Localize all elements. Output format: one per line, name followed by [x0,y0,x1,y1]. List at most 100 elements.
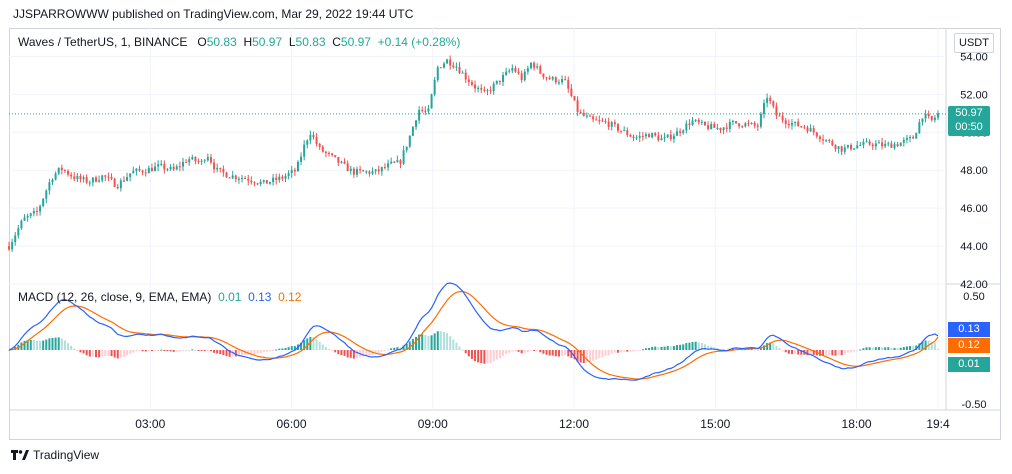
candle-body [887,143,890,145]
candle-body [390,161,393,164]
candle-body [197,161,200,163]
candle-body [290,170,293,174]
macd-histogram-bar [554,350,557,357]
macd-histogram-bar [132,350,135,353]
macd-histogram-bar [905,346,908,350]
candle-body [225,172,228,178]
candle-body [107,176,110,178]
published-by-line: JJSPARROWWW published on TradingView.com… [13,7,414,21]
macd-histogram-bar [352,350,355,359]
macd-histogram-bar [517,350,520,352]
chart-frame [9,28,1001,440]
candle-body [132,170,135,174]
currency-button[interactable]: USDT [954,33,994,53]
macd-histogram-bar [362,350,365,357]
macd-histogram-bar [29,339,32,350]
macd-histogram-bar [849,350,852,353]
macd-histogram-bar [502,350,505,357]
macd-histogram-bar [452,339,455,350]
macd-histogram-bar [700,342,703,350]
candle-body [666,134,669,138]
macd-histogram-bar [393,347,396,350]
macd-histogram-bar [756,350,759,351]
macd-histogram-bar [293,345,296,350]
candle-body [206,157,209,161]
candle-body [281,176,284,179]
candle-body [231,175,234,179]
candle-body [76,176,79,180]
candle-body [427,108,430,112]
candle-body [150,167,153,172]
macd-histogram-bar [592,350,595,361]
macd-histogram-bar [172,350,175,352]
macd-histogram-bar [424,335,427,350]
candle-body [275,177,278,181]
symbol-label[interactable]: Waves / TetherUS, 1, BINANCE [18,35,188,49]
candle-body [483,89,486,92]
macd-histogram-bar [290,346,293,350]
candle-body [644,134,647,137]
macd-histogram-bar [607,350,610,356]
candle-body [896,144,899,147]
macd-histogram-bar [822,350,825,357]
macd-histogram-bar [169,350,172,352]
candle-body [570,88,573,96]
macd-histogram-bar [663,346,666,350]
macd-histogram-bar [374,350,377,354]
macd-indicator-label[interactable]: MACD (12, 26, close, 9, EMA, EMA) [18,290,212,304]
macd-histogram-bar [492,350,495,362]
candle-body [181,161,184,167]
time-tick-label: 19:4 [926,417,950,431]
macd-histogram-bar [632,350,635,352]
candle-body [247,178,250,181]
macd-histogram-bar [551,350,554,356]
macd-histogram-bar [23,340,26,350]
candle-body [523,71,526,81]
candle-body [735,121,738,124]
candle-body [545,77,548,79]
macd-histogram-bar [8,350,10,351]
high-label: H [243,35,253,49]
candle-body [884,143,887,147]
macd-histogram-bar [759,348,762,350]
candle-body [831,140,834,146]
candle-body [17,228,20,236]
macd-hist-value: 0.01 [218,290,242,304]
macd-histogram-bar [545,350,548,355]
candle-body [42,198,45,206]
candle-body [315,137,318,144]
candle-body [355,169,358,175]
candle-body [828,139,831,141]
tradingview-logo[interactable]: TradingView [11,448,99,462]
macd-histogram-bar [122,350,125,357]
candle-body [20,220,23,229]
macd-histogram-bar [138,350,141,352]
macd-histogram-bar [548,350,551,356]
macd-histogram-bar [750,349,753,351]
macd-histogram-bar [710,346,713,350]
candle-body [300,156,303,162]
macd-histogram-bar [250,350,253,355]
candle-body [846,144,849,148]
macd-histogram-bar [731,348,734,350]
macd-histogram-bar [213,350,216,353]
macd-histogram-bar [241,350,244,356]
candle-body [691,120,694,126]
macd-histogram-bar [449,336,452,350]
macd-histogram-bar [676,345,679,350]
macd-histogram-bar [893,347,896,350]
candle-body [163,163,166,170]
candle-body [790,123,793,126]
macd-histogram-bar [902,347,905,350]
macd-histogram-bar [837,350,840,356]
candle-body [616,124,619,131]
macd-histogram-bar [383,350,386,351]
candle-body [697,119,700,123]
candle-body [452,65,455,68]
candle-body [700,121,703,123]
macd-histogram-bar [26,340,29,350]
macd-histogram-bar [635,350,638,352]
macd-histogram-bar [601,350,604,358]
candle-body [775,106,778,116]
